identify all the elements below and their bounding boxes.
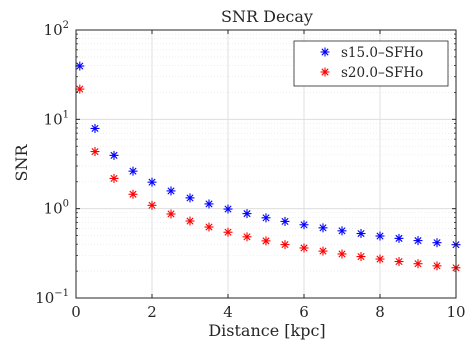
data-point (128, 166, 138, 176)
data-point (75, 84, 85, 94)
data-point (318, 246, 328, 256)
data-point (394, 257, 404, 267)
x-tick-label: 6 (299, 303, 309, 321)
data-point (318, 223, 328, 233)
data-point (75, 61, 85, 71)
plot-frame (75, 29, 457, 299)
x-tick-label: 0 (71, 303, 81, 321)
y-tick-label: 102 (44, 20, 69, 39)
data-point (432, 238, 442, 248)
data-point (204, 222, 214, 232)
data-point (109, 173, 119, 183)
y-axis-label: SNR (12, 144, 31, 182)
data-point (90, 123, 100, 133)
data-point (242, 209, 252, 219)
data-point (223, 204, 233, 214)
legend-marker-s20 (320, 67, 330, 77)
data-point (223, 227, 233, 237)
legend: s15.0–SFHo s20.0–SFHo (293, 40, 449, 87)
y-tick-label: 101 (44, 109, 69, 128)
data-point (413, 236, 423, 246)
data-point (375, 254, 385, 264)
data-point (261, 213, 271, 223)
data-point (128, 189, 138, 199)
data-layer (75, 61, 461, 273)
data-point (337, 249, 347, 259)
data-point (166, 186, 176, 196)
data-point (242, 232, 252, 242)
series-s15 (75, 61, 461, 250)
data-point (356, 252, 366, 262)
data-point (356, 229, 366, 239)
data-point (299, 220, 309, 230)
legend-marker-s15 (320, 47, 330, 57)
data-point (337, 226, 347, 236)
data-point (280, 240, 290, 250)
data-point (432, 261, 442, 271)
data-point (147, 200, 157, 210)
legend-label-s20: s20.0–SFHo (341, 65, 423, 81)
data-point (147, 177, 157, 187)
x-axis-label: Distance [kpc] (208, 321, 325, 340)
data-point (185, 193, 195, 203)
ticks-layer: 0 2 4 6 8 10 10−1 100 101 102 (35, 20, 465, 321)
series-s20 (75, 84, 461, 273)
data-point (394, 233, 404, 243)
data-point (375, 231, 385, 241)
x-tick-label: 8 (375, 303, 385, 321)
legend-label-s15: s15.0–SFHo (341, 45, 423, 61)
y-tick-label: 100 (44, 199, 69, 218)
data-point (166, 209, 176, 219)
x-tick-label: 10 (446, 303, 465, 321)
x-tick-label: 4 (223, 303, 233, 321)
legend-marker-point (320, 47, 330, 57)
data-point (90, 147, 100, 157)
legend-box (293, 40, 449, 87)
data-point (413, 259, 423, 269)
data-point (109, 150, 119, 160)
data-point (280, 216, 290, 226)
legend-marker-point (320, 67, 330, 77)
data-point (185, 216, 195, 226)
y-tick-label: 10−1 (35, 288, 69, 307)
data-point (299, 243, 309, 253)
data-point (261, 236, 271, 246)
data-point (204, 199, 214, 209)
x-tick-label: 2 (147, 303, 157, 321)
chart-title: SNR Decay (221, 7, 313, 26)
